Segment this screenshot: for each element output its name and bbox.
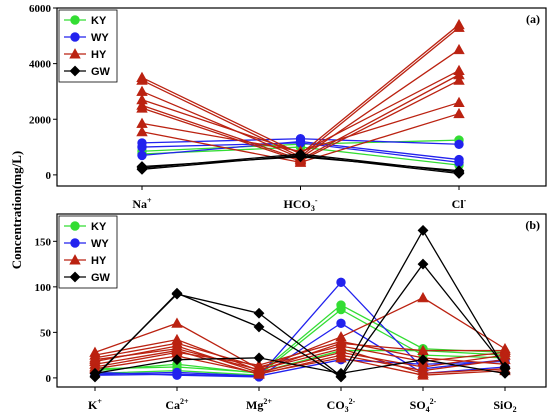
- legend-box: [58, 215, 118, 289]
- legend-marker-KY: [70, 15, 80, 25]
- point-GW-16-2: [253, 352, 265, 364]
- point-HY-12-2: [453, 107, 465, 119]
- point-HY-13-3: [335, 352, 347, 363]
- x-tick-label-3: CO32-: [327, 397, 356, 414]
- plot-frame: [56, 213, 547, 388]
- point-GW-15-1: [295, 151, 306, 163]
- point-GW-16-4: [417, 354, 429, 366]
- point-GW-16-3: [335, 367, 347, 379]
- point-GW-14-4: [417, 224, 429, 236]
- series-line-KY-2: [94, 349, 506, 374]
- legend-marker-WY: [70, 32, 80, 42]
- legend-label-GW: GW: [91, 272, 111, 284]
- legend-marker-KY: [70, 221, 80, 231]
- series-line-GW-15: [94, 263, 506, 378]
- series-line-GW-16: [94, 357, 506, 375]
- x-tick-label-0: Na+: [132, 196, 152, 211]
- series-line-WY-5: [94, 359, 506, 377]
- point-GW-16-1: [171, 354, 183, 366]
- point-GW-14-2: [253, 307, 265, 319]
- point-HY-6-4: [417, 291, 429, 303]
- point-WY-3-3: [336, 277, 346, 287]
- legend-marker-HY: [69, 254, 81, 265]
- x-tick-label-1: HCO3-: [283, 196, 317, 213]
- point-HY-12-0: [136, 125, 148, 137]
- series-line-HY-6: [94, 297, 506, 370]
- legend-marker-GW: [69, 271, 81, 283]
- point-WY-5-1: [172, 367, 182, 378]
- legend-label-WY: WY: [91, 238, 109, 250]
- y-tick-label-2: 100: [35, 282, 52, 294]
- point-GW-15-0: [136, 161, 148, 172]
- series-line-HY-8: [94, 342, 506, 368]
- point-HY-11-2: [453, 96, 465, 108]
- point-GW-16-5: [499, 367, 511, 379]
- legend-label-KY: KY: [91, 221, 107, 233]
- legend-marker-WY: [70, 238, 80, 248]
- point-HY-6-2: [453, 21, 465, 32]
- point-GW-15-1: [171, 287, 183, 299]
- point-HY-10-2: [453, 74, 465, 85]
- legend-label-WY: WY: [91, 32, 109, 44]
- series-line-KY-1: [94, 308, 506, 376]
- panel-b: 0 50 100 150 K+ Ca2+ Mg2+ CO32- SO42- SiO2 (b) KY WY…: [35, 213, 547, 414]
- legend-marker-GW: [69, 65, 81, 77]
- x-tick-label-5: SiO2: [493, 398, 516, 414]
- panel-a: 0 2000 4000 6000 Na+ HCO3- Cl- (a) KY WY HY GW: [29, 3, 547, 213]
- point-WY-4-0: [137, 142, 147, 152]
- point-GW-15-2: [253, 321, 265, 333]
- x-tick-label-2: Mg2+: [246, 397, 272, 412]
- point-HY-13-2: [253, 367, 265, 378]
- legend-label-GW: GW: [91, 66, 111, 78]
- legend-marker-HY: [69, 48, 81, 59]
- x-tick-label-4: SO42-: [410, 397, 437, 414]
- y-tick-label-2: 4000: [29, 59, 52, 71]
- y-tick-label-0: 0: [46, 170, 52, 182]
- y-tick-label-3: 150: [35, 236, 52, 248]
- series-line-HY-10: [94, 349, 506, 375]
- y-tick-label-3: 6000: [29, 3, 52, 15]
- legend-label-HY: HY: [91, 255, 107, 267]
- panel-label: (b): [525, 218, 540, 232]
- point-HY-13-4: [417, 369, 429, 380]
- point-HY-6-0: [136, 74, 148, 85]
- legend-label-HY: HY: [91, 49, 107, 61]
- point-GW-15-4: [417, 258, 429, 270]
- point-WY-4-3: [336, 318, 346, 328]
- x-tick-label-0: K+: [88, 397, 102, 412]
- series-line-KY-0: [94, 304, 506, 375]
- point-KY-1-3: [336, 304, 346, 315]
- y-tick-label-1: 50: [40, 327, 52, 339]
- legend-box: [58, 9, 118, 83]
- point-GW-16-0: [89, 367, 101, 379]
- x-tick-label-1: Ca2+: [165, 397, 189, 412]
- y-axis-label: Concentration(mg/L): [9, 151, 24, 269]
- y-tick-label-1: 2000: [29, 114, 52, 126]
- point-HY-10-0: [136, 102, 148, 113]
- series-line-HY-9: [94, 345, 506, 374]
- y-tick-label-0: 0: [46, 373, 52, 385]
- plot-frame: [56, 7, 547, 187]
- point-HY-7-2: [453, 43, 465, 55]
- legend-label-KY: KY: [91, 15, 107, 27]
- point-GW-15-2: [453, 165, 465, 177]
- panel-label: (a): [526, 12, 540, 26]
- point-HY-6-1: [171, 317, 183, 328]
- x-tick-label-2: Cl-: [452, 196, 467, 211]
- series-line-HY-12: [94, 348, 506, 374]
- point-WY-3-0: [137, 150, 147, 161]
- point-WY-2-2: [454, 139, 464, 149]
- series-line-HY-11: [94, 340, 506, 368]
